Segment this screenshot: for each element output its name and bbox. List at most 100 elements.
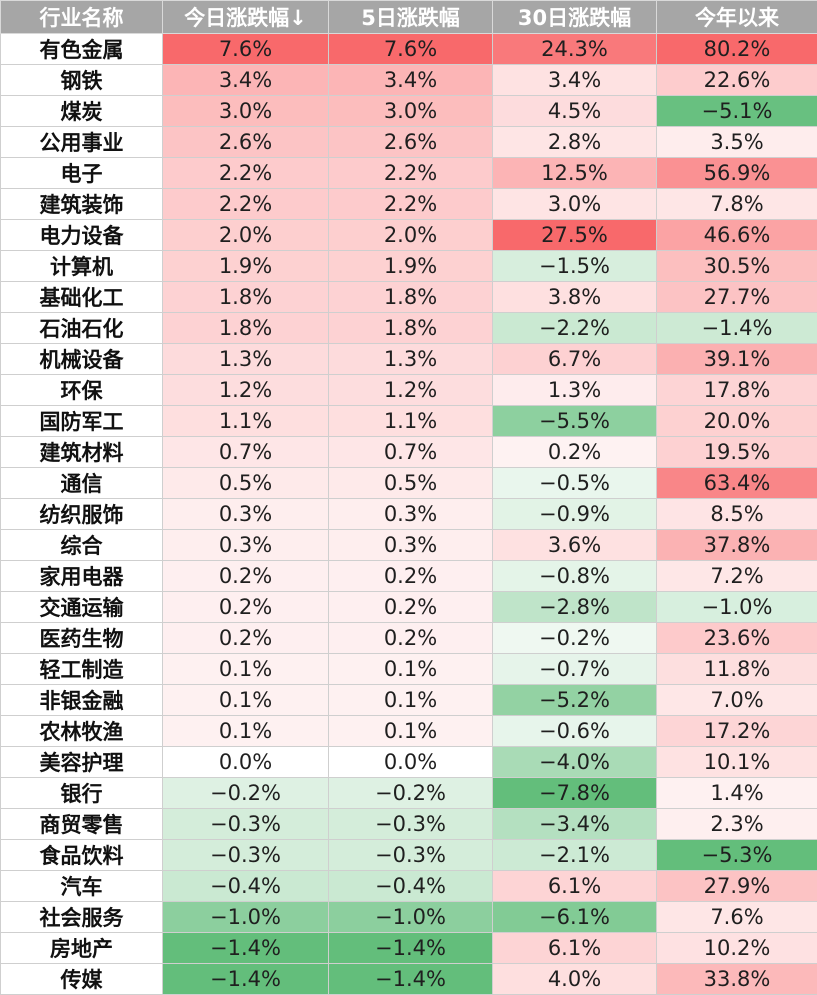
30day-change-cell: −5.5% — [493, 406, 657, 437]
5day-change-cell: 3.4% — [329, 65, 493, 96]
30day-change-cell: −0.9% — [493, 499, 657, 530]
ytd-change-cell: 10.2% — [657, 933, 817, 964]
5day-change-cell: 0.2% — [329, 561, 493, 592]
ytd-change-cell: 10.1% — [657, 747, 817, 778]
5day-change-cell: −1.0% — [329, 902, 493, 933]
30day-change-cell: −0.8% — [493, 561, 657, 592]
30day-change-cell: 24.3% — [493, 34, 657, 65]
30day-change-cell: −0.7% — [493, 654, 657, 685]
5day-change-cell: 0.3% — [329, 530, 493, 561]
today-change-cell: 1.8% — [163, 282, 329, 313]
5day-change-cell: 0.1% — [329, 685, 493, 716]
ytd-change-cell: 11.8% — [657, 654, 817, 685]
ytd-change-cell: −1.4% — [657, 313, 817, 344]
30day-change-cell: 3.8% — [493, 282, 657, 313]
today-change-cell: 0.7% — [163, 437, 329, 468]
industry-name-cell: 通信 — [1, 468, 163, 499]
ytd-change-cell: −5.1% — [657, 96, 817, 127]
5day-change-cell: 1.9% — [329, 251, 493, 282]
industry-name-cell: 有色金属 — [1, 34, 163, 65]
5day-change-cell: 1.8% — [329, 313, 493, 344]
5day-change-cell: 0.0% — [329, 747, 493, 778]
today-change-cell: −0.3% — [163, 840, 329, 871]
industry-name-cell: 食品饮料 — [1, 840, 163, 871]
industry-name-cell: 房地产 — [1, 933, 163, 964]
industry-name-cell: 电子 — [1, 158, 163, 189]
5day-change-cell: −1.4% — [329, 933, 493, 964]
5day-change-cell: 1.3% — [329, 344, 493, 375]
30day-change-cell: −0.6% — [493, 716, 657, 747]
today-change-cell: 0.1% — [163, 654, 329, 685]
5day-change-cell: 0.1% — [329, 654, 493, 685]
today-change-cell: 2.2% — [163, 158, 329, 189]
header-industry-name[interactable]: 行业名称 — [1, 1, 163, 34]
ytd-change-cell: 7.6% — [657, 902, 817, 933]
today-change-cell: 0.2% — [163, 623, 329, 654]
ytd-change-cell: 17.8% — [657, 375, 817, 406]
30day-change-cell: −2.2% — [493, 313, 657, 344]
30day-change-cell: 4.5% — [493, 96, 657, 127]
industry-name-cell: 交通运输 — [1, 592, 163, 623]
today-change-cell: −1.0% — [163, 902, 329, 933]
5day-change-cell: 0.3% — [329, 499, 493, 530]
ytd-change-cell: 33.8% — [657, 964, 817, 995]
30day-change-cell: −2.8% — [493, 592, 657, 623]
industry-name-cell: 环保 — [1, 375, 163, 406]
ytd-change-cell: 7.8% — [657, 189, 817, 220]
today-change-cell: 1.1% — [163, 406, 329, 437]
industry-name-cell: 建筑装饰 — [1, 189, 163, 220]
today-change-cell: 7.6% — [163, 34, 329, 65]
5day-change-cell: −0.3% — [329, 840, 493, 871]
header-5day-change[interactable]: 5日涨跌幅 — [329, 1, 493, 34]
30day-change-cell: 12.5% — [493, 158, 657, 189]
ytd-change-cell: 17.2% — [657, 716, 817, 747]
30day-change-cell: −5.2% — [493, 685, 657, 716]
table-row: 传媒−1.4%−1.4%4.0%33.8% — [1, 964, 817, 995]
industry-name-cell: 商贸零售 — [1, 809, 163, 840]
industry-name-cell: 传媒 — [1, 964, 163, 995]
today-change-cell: 0.1% — [163, 685, 329, 716]
30day-change-cell: −0.2% — [493, 623, 657, 654]
today-change-cell: 1.9% — [163, 251, 329, 282]
industry-name-cell: 钢铁 — [1, 65, 163, 96]
5day-change-cell: 1.8% — [329, 282, 493, 313]
5day-change-cell: 0.2% — [329, 623, 493, 654]
5day-change-cell: −0.3% — [329, 809, 493, 840]
today-change-cell: 1.2% — [163, 375, 329, 406]
30day-change-cell: 6.1% — [493, 933, 657, 964]
ytd-change-cell: 2.3% — [657, 809, 817, 840]
30day-change-cell: 3.6% — [493, 530, 657, 561]
30day-change-cell: 6.1% — [493, 871, 657, 902]
industry-name-cell: 公用事业 — [1, 127, 163, 158]
industry-name-cell: 国防军工 — [1, 406, 163, 437]
5day-change-cell: 3.0% — [329, 96, 493, 127]
today-change-cell: 0.0% — [163, 747, 329, 778]
industry-name-cell: 美容护理 — [1, 747, 163, 778]
header-30day-change[interactable]: 30日涨跌幅 — [493, 1, 657, 34]
30day-change-cell: −1.5% — [493, 251, 657, 282]
30day-change-cell: −7.8% — [493, 778, 657, 809]
header-today-change[interactable]: 今日涨跌幅↓ — [163, 1, 329, 34]
industry-name-cell: 纺织服饰 — [1, 499, 163, 530]
header-ytd-change[interactable]: 今年以来 — [657, 1, 817, 34]
ytd-change-cell: 23.6% — [657, 623, 817, 654]
industry-name-cell: 基础化工 — [1, 282, 163, 313]
ytd-change-cell: −5.3% — [657, 840, 817, 871]
5day-change-cell: 1.1% — [329, 406, 493, 437]
